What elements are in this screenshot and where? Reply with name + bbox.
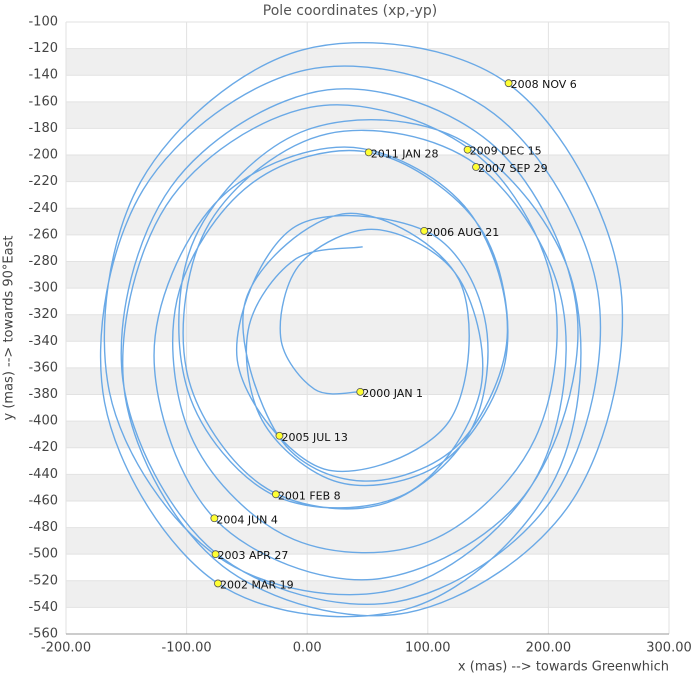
- grid-band: [66, 421, 669, 448]
- annotation-marker: [420, 226, 429, 235]
- chart-title: Pole coordinates (xp,-yp): [263, 3, 437, 19]
- y-tick-label: -340: [28, 334, 58, 349]
- annotation-label: 2001 FEB 8: [278, 489, 341, 502]
- y-tick-label: -480: [28, 520, 58, 535]
- annotation-marker: [211, 550, 220, 559]
- y-tick-label: -180: [28, 121, 58, 136]
- y-tick-label: -520: [28, 573, 58, 588]
- y-tick-label: -120: [28, 41, 58, 56]
- annotation-label: 2004 JUN 4: [216, 513, 278, 526]
- grid-band: [66, 527, 669, 555]
- y-tick-label: -140: [28, 68, 58, 83]
- annotation-marker: [463, 145, 472, 154]
- x-tick-label: 0.00: [293, 641, 322, 656]
- y-tick-label: -160: [28, 94, 58, 109]
- y-tick-label: -380: [28, 387, 58, 402]
- x-axis-label: x (mas) --> towards Greenwhich: [458, 660, 669, 675]
- x-tick-label: 300.00: [646, 641, 692, 656]
- x-tick-label: 200.00: [526, 641, 572, 656]
- grid-band: [66, 367, 669, 395]
- y-tick-label: -440: [28, 467, 58, 482]
- y-tick-label: -360: [28, 360, 58, 375]
- annotation-label: 2003 APR 27: [218, 549, 289, 562]
- annotation-marker: [210, 514, 219, 523]
- y-tick-label: -460: [28, 493, 58, 508]
- annotation-marker: [271, 490, 280, 499]
- y-tick-label: -260: [28, 227, 58, 242]
- y-tick-label: -300: [28, 281, 58, 296]
- y-tick-label: -320: [28, 307, 58, 322]
- annotation-marker: [364, 148, 373, 157]
- grid-band: [66, 261, 669, 289]
- annotation-marker: [275, 431, 284, 440]
- y-tick-label: -500: [28, 547, 58, 562]
- y-tick-label: -220: [28, 174, 58, 189]
- grid-band: [66, 155, 669, 182]
- annotation-marker: [504, 79, 513, 88]
- grid-band: [66, 48, 669, 76]
- y-tick-label: -100: [28, 15, 58, 30]
- annotation-label: 2000 JAN 1: [362, 387, 423, 400]
- annotation-label: 2005 JUL 13: [281, 431, 347, 444]
- y-tick-label: -240: [28, 201, 58, 216]
- y-tick-label: -560: [28, 627, 58, 642]
- y-tick-label: -280: [28, 254, 58, 269]
- annotation-label: 2008 NOV 6: [511, 78, 577, 91]
- grid-band: [66, 314, 669, 342]
- annotation-label: 2011 JAN 28: [371, 147, 439, 160]
- y-tick-label: -540: [28, 600, 58, 615]
- annotation-label: 2009 DEC 15: [470, 145, 542, 158]
- x-tick-label: -200.00: [41, 641, 91, 656]
- y-tick-label: -420: [28, 440, 58, 455]
- grid-band: [66, 474, 669, 501]
- grid-band: [66, 208, 669, 235]
- y-tick-label: -400: [28, 414, 58, 429]
- annotation-marker: [472, 163, 480, 171]
- grid-band: [66, 101, 669, 129]
- annotation-label: 2007 SEP 29: [478, 162, 548, 175]
- annotation-label: 2006 AUG 21: [426, 226, 499, 239]
- data-line: [99, 42, 624, 618]
- x-tick-label: 100.00: [405, 641, 451, 656]
- y-tick-label: -200: [28, 148, 58, 163]
- y-axis-label: y (mas) --> towards 90°East: [2, 236, 17, 421]
- x-tick-label: -100.00: [162, 641, 212, 656]
- annotation-marker: [356, 387, 365, 396]
- annotation-label: 2002 MAR 19: [220, 578, 294, 591]
- annotation-marker: [214, 579, 222, 588]
